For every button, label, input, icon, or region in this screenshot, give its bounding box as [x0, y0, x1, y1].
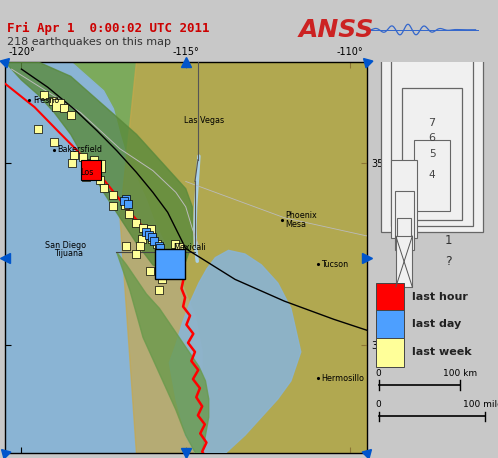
- FancyBboxPatch shape: [391, 50, 473, 226]
- Text: Bakersfield: Bakersfield: [58, 146, 103, 154]
- Text: last hour: last hour: [412, 292, 468, 302]
- Text: 6: 6: [428, 133, 436, 143]
- Text: 0: 0: [376, 369, 381, 378]
- Text: Tucson: Tucson: [322, 260, 349, 269]
- FancyBboxPatch shape: [376, 338, 404, 367]
- Text: Fresno: Fresno: [33, 96, 59, 105]
- FancyBboxPatch shape: [401, 88, 463, 220]
- Text: ANSS: ANSS: [299, 18, 374, 42]
- Text: 3: 3: [445, 192, 452, 205]
- Polygon shape: [5, 62, 202, 453]
- FancyBboxPatch shape: [414, 140, 450, 211]
- FancyBboxPatch shape: [381, 13, 483, 232]
- Text: 100 miles: 100 miles: [463, 400, 498, 409]
- Text: 5: 5: [429, 149, 435, 159]
- Text: Phoenix: Phoenix: [285, 211, 317, 220]
- Text: 7: 7: [428, 118, 436, 127]
- Text: Mexicali: Mexicali: [174, 243, 206, 252]
- Text: 1: 1: [445, 234, 452, 246]
- FancyBboxPatch shape: [391, 160, 417, 238]
- Text: Tijuana: Tijuana: [54, 249, 83, 258]
- Polygon shape: [5, 62, 192, 272]
- Polygon shape: [117, 252, 209, 453]
- FancyBboxPatch shape: [397, 218, 411, 262]
- FancyBboxPatch shape: [396, 236, 412, 287]
- Text: Mesa: Mesa: [285, 220, 306, 229]
- Text: Fri Apr 1  0:00:02 UTC 2011: Fri Apr 1 0:00:02 UTC 2011: [7, 22, 210, 35]
- Polygon shape: [120, 62, 367, 453]
- Polygon shape: [169, 251, 301, 453]
- Text: Las Vegas: Las Vegas: [184, 116, 224, 125]
- Text: last week: last week: [412, 347, 471, 357]
- Text: 0: 0: [376, 400, 381, 409]
- FancyBboxPatch shape: [376, 311, 404, 340]
- Text: Hermosillo: Hermosillo: [322, 374, 365, 383]
- Text: magnitudes: magnitudes: [393, 71, 471, 85]
- Text: 2: 2: [445, 214, 452, 227]
- Text: last day: last day: [412, 319, 461, 329]
- Text: 100 km: 100 km: [443, 369, 477, 378]
- Text: 218 earthquakes on this map: 218 earthquakes on this map: [7, 37, 171, 47]
- Text: ?: ?: [445, 255, 451, 268]
- FancyBboxPatch shape: [394, 191, 414, 250]
- Text: Los: Los: [81, 168, 94, 177]
- Text: San Diego: San Diego: [45, 241, 86, 250]
- Text: 4: 4: [429, 170, 435, 180]
- FancyBboxPatch shape: [376, 283, 404, 312]
